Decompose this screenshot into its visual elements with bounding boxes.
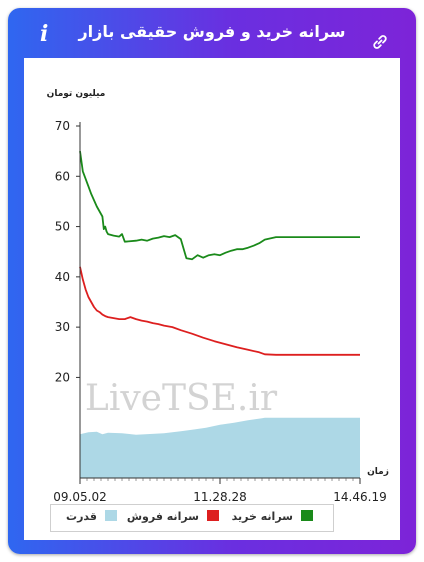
- y-tick-label: 50: [55, 220, 70, 234]
- x-axis-title: زمان: [367, 467, 389, 477]
- x-tick-label: 09.05.02: [53, 490, 106, 504]
- y-tick-label: 20: [55, 370, 70, 384]
- legend-item-buy[interactable]: سرانه خرید: [232, 510, 313, 526]
- series-line-sell: [79, 266, 360, 356]
- link-icon[interactable]: [370, 32, 390, 52]
- title-bar: i سرانه خرید و فروش حقیقی بازار: [8, 8, 416, 58]
- series-area-power: [80, 417, 360, 478]
- legend-item-sell[interactable]: سرانه فروش: [127, 510, 219, 526]
- watermark-text: LiveTSE.ir: [85, 378, 278, 419]
- legend-swatch-sell: [207, 510, 219, 521]
- legend-swatch-buy: [301, 510, 313, 521]
- legend-label-sell: سرانه فروش: [126, 510, 199, 523]
- chart-legend: سرانه خرید سرانه فروش قدرت: [50, 504, 334, 532]
- info-icon[interactable]: i: [40, 21, 49, 47]
- legend-label-buy: سرانه خرید: [231, 510, 293, 523]
- x-tick-label: 14.46.19: [333, 490, 386, 504]
- widget-frame: i سرانه خرید و فروش حقیقی بازار میلیون ت…: [8, 8, 416, 554]
- series-line-buy: [79, 150, 360, 261]
- y-tick-label: 70: [55, 119, 70, 133]
- legend-label-power: قدرت: [66, 510, 97, 523]
- y-tick-label: 40: [55, 270, 70, 284]
- widget-title: سرانه خرید و فروش حقیقی بازار: [78, 22, 346, 41]
- legend-item-power[interactable]: قدرت: [66, 510, 117, 526]
- y-tick-label: 30: [55, 320, 70, 334]
- y-tick-label: 60: [55, 169, 70, 183]
- x-tick-label: 11.28.28: [193, 490, 246, 504]
- chart-panel: میلیون تومان زمان LiveTSE.ir 20 30 40 50 60 7…: [24, 58, 400, 540]
- line-chart: میلیون تومان زمان LiveTSE.ir 20 30 40 50 60 7…: [47, 89, 389, 504]
- legend-swatch-power: [105, 510, 117, 521]
- y-axis-title: میلیون تومان: [47, 89, 106, 99]
